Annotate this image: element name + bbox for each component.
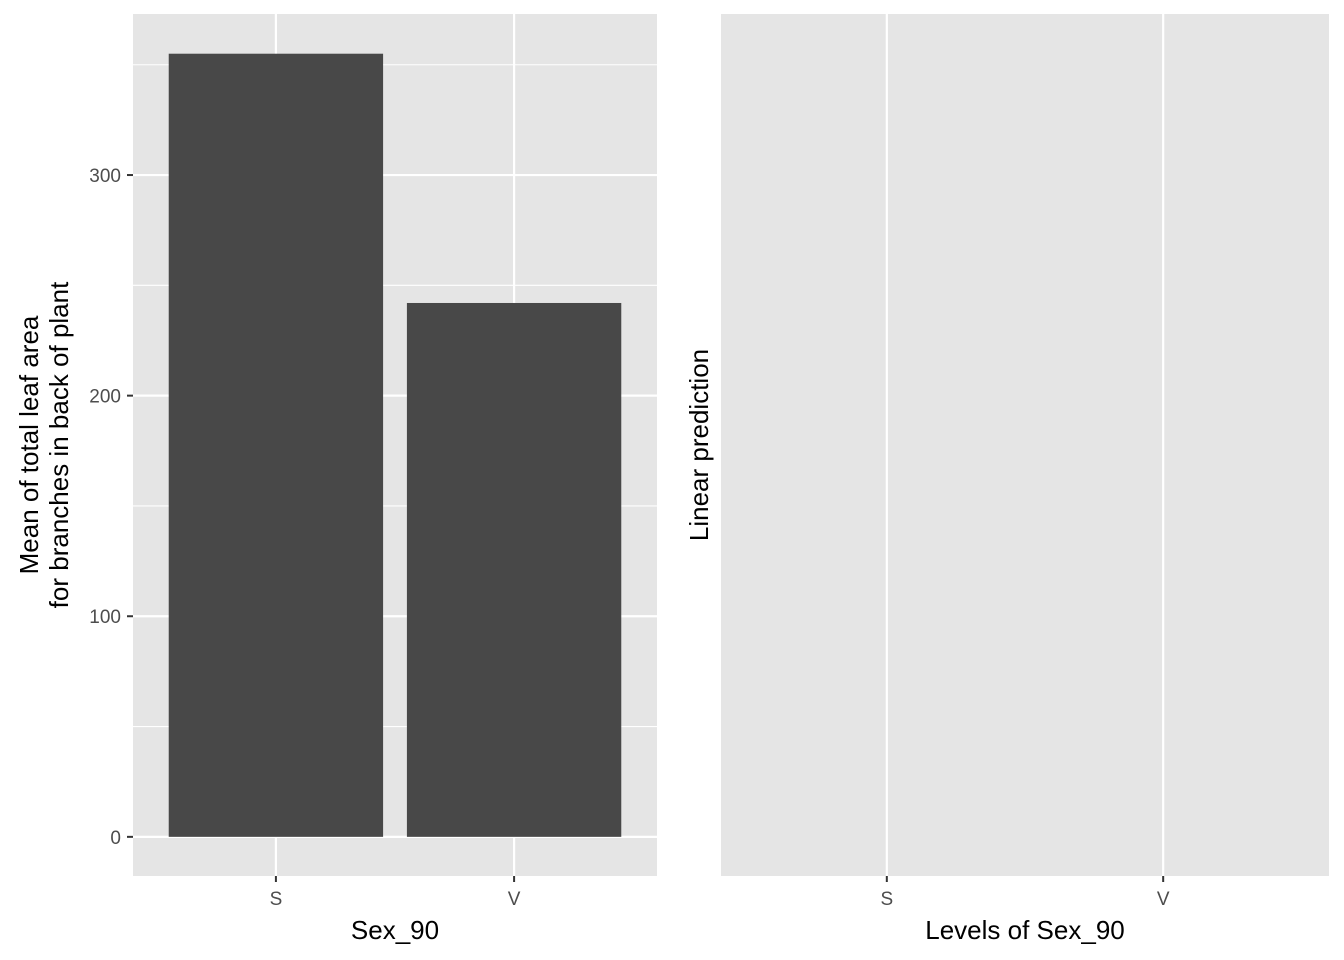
left-y-axis-title-line-1: Mean of total leaf area xyxy=(14,315,44,574)
left-bars xyxy=(168,53,622,837)
left-y-axis-title: Mean of total leaf area for branches in … xyxy=(14,281,74,608)
right-x-axis-title: Levels of Sex_90 xyxy=(925,915,1124,945)
y-tick-label: 300 xyxy=(89,166,121,187)
bar-S xyxy=(168,53,384,837)
x-tick-label: V xyxy=(1157,889,1170,910)
left-x-axis-title: Sex_90 xyxy=(351,915,439,945)
left-y-axis-ticks: 0 100 200 300 xyxy=(89,166,133,849)
left-y-axis-title-line-2: for branches in back of plant xyxy=(44,281,74,608)
x-tick-label: V xyxy=(508,889,521,910)
bar-V xyxy=(406,302,622,837)
y-tick-label: 100 xyxy=(89,607,121,628)
y-tick-label: 0 xyxy=(110,828,121,849)
right-gridlines xyxy=(885,14,1165,876)
right-y-axis-title: Linear prediction xyxy=(684,349,714,541)
right-panel-background xyxy=(721,14,1329,876)
x-tick-label: S xyxy=(880,889,893,910)
x-tick-label: S xyxy=(270,889,283,910)
y-tick-label: 200 xyxy=(89,387,121,408)
